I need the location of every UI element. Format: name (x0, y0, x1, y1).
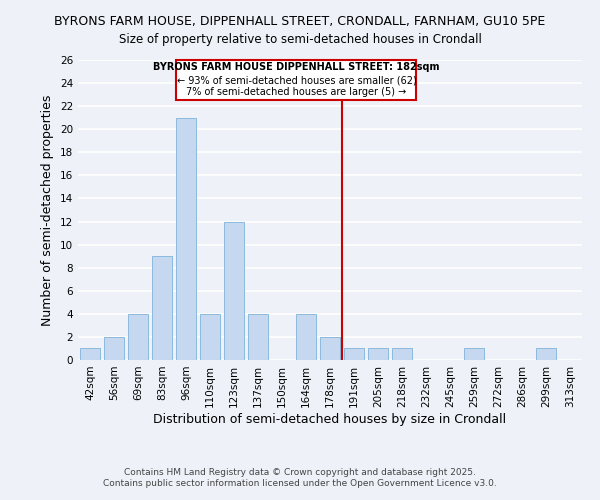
Bar (320, 337, 340, 360)
Bar (200, 314, 220, 360)
Bar (224, 222, 244, 360)
Text: BYRONS FARM HOUSE, DIPPENHALL STREET, CRONDALL, FARNHAM, GU10 5PE: BYRONS FARM HOUSE, DIPPENHALL STREET, CR… (55, 15, 545, 28)
Y-axis label: Number of semi-detached properties: Number of semi-detached properties (41, 94, 55, 326)
Text: Size of property relative to semi-detached houses in Crondall: Size of property relative to semi-detach… (119, 32, 481, 46)
Bar (536, 348, 556, 360)
Bar (80, 348, 100, 360)
X-axis label: Distribution of semi-detached houses by size in Crondall: Distribution of semi-detached houses by … (154, 412, 506, 426)
Text: Contains HM Land Registry data © Crown copyright and database right 2025.
Contai: Contains HM Land Registry data © Crown c… (103, 468, 497, 487)
Bar (344, 348, 364, 360)
Bar (296, 314, 316, 360)
Bar (248, 314, 268, 360)
Bar (464, 348, 484, 360)
Bar (152, 256, 172, 360)
Bar (176, 118, 196, 360)
Bar (368, 348, 388, 360)
Bar (392, 348, 412, 360)
Text: ← 93% of semi-detached houses are smaller (62): ← 93% of semi-detached houses are smalle… (176, 75, 416, 85)
Bar (104, 337, 124, 360)
Text: BYRONS FARM HOUSE DIPPENHALL STREET: 182sqm: BYRONS FARM HOUSE DIPPENHALL STREET: 182… (153, 62, 440, 72)
FancyBboxPatch shape (176, 60, 416, 100)
Bar (128, 314, 148, 360)
Text: 7% of semi-detached houses are larger (5) →: 7% of semi-detached houses are larger (5… (186, 88, 407, 98)
